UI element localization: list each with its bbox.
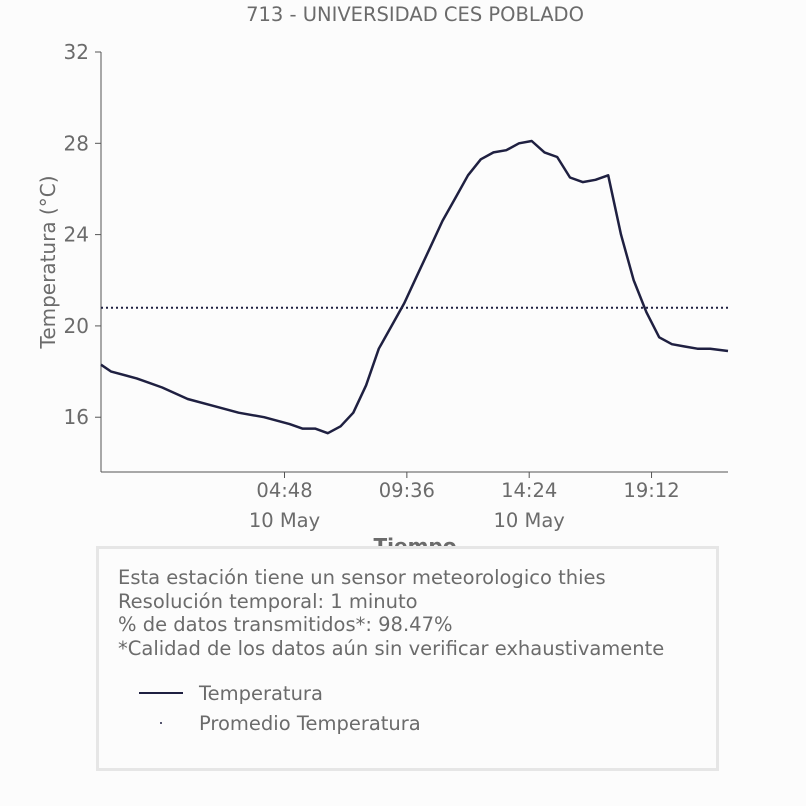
- series-layer: [100, 139, 729, 435]
- y-tick-label: 20: [64, 314, 89, 338]
- x-tick-label: 09:36: [379, 479, 435, 502]
- legend-item-temperatura: Temperatura: [139, 681, 323, 705]
- legend-dot-icon: [139, 712, 183, 734]
- y-tick-label: 28: [64, 131, 89, 155]
- chart-title: 713 - UNIVERSIDAD CES POBLADO: [246, 3, 584, 26]
- info-line-sensor: Esta estación tiene un sensor meteorolog…: [118, 566, 606, 589]
- y-tick-label: 24: [64, 223, 89, 247]
- y-axis-label: Temperatura (°C): [36, 175, 60, 349]
- x-tick-sublabel: 10 May: [494, 509, 565, 532]
- legend-item-promedio: Promedio Temperatura: [139, 711, 421, 735]
- info-line-resolution: Resolución temporal: 1 minuto: [118, 589, 418, 613]
- x-tick-sublabel: 10 May: [249, 509, 320, 532]
- y-ticks: 16 20 24 28 32: [64, 40, 101, 429]
- x-tick-label: 19:12: [623, 479, 679, 502]
- legend-line-icon: [139, 692, 183, 694]
- info-line-quality: *Calidad de los datos aún sin verificar …: [118, 636, 665, 660]
- legend-label-promedio: Promedio Temperatura: [199, 711, 421, 735]
- info-box: Esta estación tiene un sensor meteorolog…: [96, 546, 719, 771]
- temperature-line: [100, 139, 729, 435]
- legend-label-temperatura: Temperatura: [199, 681, 323, 705]
- y-tick-label: 32: [64, 40, 89, 64]
- info-text: Esta estación tiene un sensor meteorolog…: [118, 566, 664, 660]
- info-line-transmitted: % de datos transmitidos*: 98.47%: [118, 613, 453, 636]
- x-tick-label: 14:24: [501, 479, 557, 502]
- x-tick-label: 04:48: [256, 479, 312, 502]
- y-tick-label: 16: [64, 405, 89, 429]
